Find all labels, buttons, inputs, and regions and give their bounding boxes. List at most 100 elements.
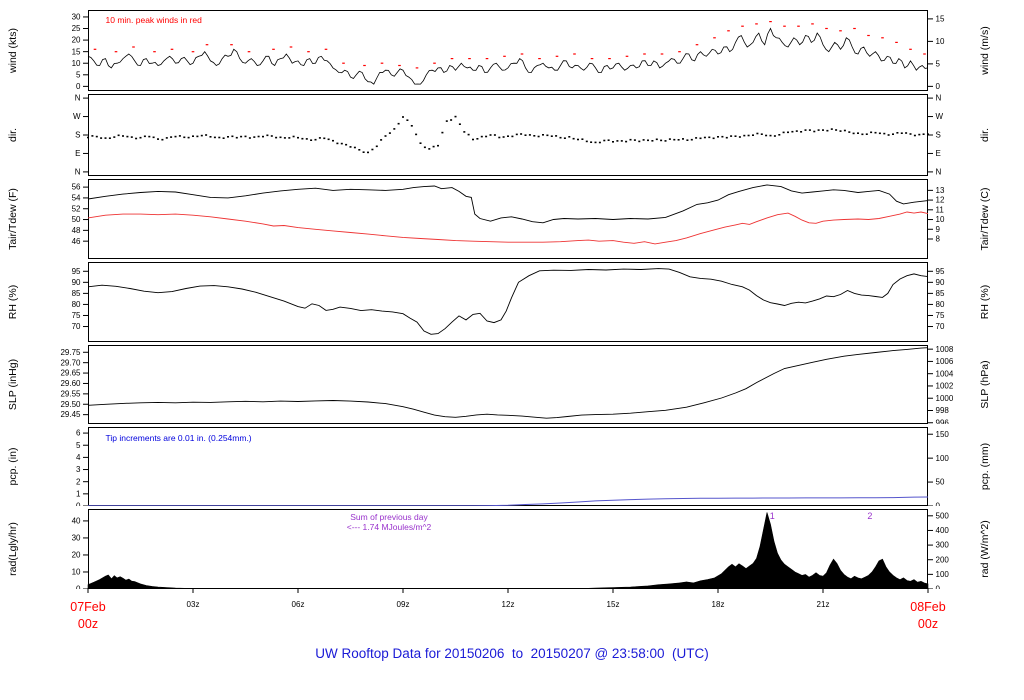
- y-tick-label-left: 48: [72, 226, 81, 235]
- y-axis-title-left: dir.: [7, 128, 19, 142]
- wind-speed-kts-line: [87, 27, 929, 85]
- y-tick-label-left: 85: [72, 289, 81, 298]
- y-axis-title-left: rad(Lgly/hr): [7, 522, 19, 576]
- rad-panel: 0102030400100200300400500rad(Lgly/hr)rad…: [7, 509, 991, 589]
- y-axis-title-right: rad (W/m^2): [979, 520, 991, 577]
- y-tick-label-left: 50: [72, 215, 81, 224]
- x-start-hour-label: 00z: [78, 617, 98, 631]
- dir-frame: [88, 94, 928, 176]
- y-tick-label-right: 100: [936, 454, 950, 463]
- y-axis-title-left: Tair/Tdew (F): [7, 188, 19, 250]
- y-axis-title-left: wind (kts): [7, 28, 19, 74]
- y-tick-label-left: 10: [72, 59, 81, 68]
- x-tick-label: 09z: [397, 600, 410, 609]
- pcp-annotation: Tip increments are 0.01 in. (0.254mm.): [106, 433, 252, 443]
- wind-annotation: 10 min. peak winds in red: [106, 15, 203, 25]
- y-tick-label-right: 95: [936, 267, 945, 276]
- y-tick-label-right: 50: [936, 478, 945, 487]
- y-axis-title-left: RH (%): [7, 285, 19, 319]
- relative-humidity-pct-line: [87, 268, 929, 335]
- y-tick-label-left: 75: [72, 311, 81, 320]
- solar-radiation-lgly-area: [87, 512, 929, 589]
- y-tick-label-left: 0: [76, 585, 81, 589]
- sea-level-pressure-inhg-line: [87, 347, 929, 419]
- y-tick-label-left: 29.65: [60, 369, 81, 378]
- y-tick-label-left: 56: [72, 183, 81, 192]
- x-tick-label: 15z: [607, 600, 620, 609]
- y-tick-label-left: 90: [72, 278, 81, 287]
- y-tick-label-right: 500: [936, 511, 950, 520]
- x-tick-label: 03z: [187, 600, 200, 609]
- y-tick-label-left: E: [75, 149, 80, 158]
- y-tick-label-right: 90: [936, 278, 945, 287]
- x-start-date-label: 07Feb: [70, 600, 105, 614]
- y-axis-title-right: RH (%): [979, 285, 991, 319]
- y-axis-title-right: pcp. (mm): [979, 443, 991, 490]
- y-tick-label-left: N: [75, 168, 81, 177]
- y-axis-title-right: wind (m/s): [979, 26, 991, 75]
- x-tick-label: 18z: [712, 600, 725, 609]
- rad-annotation: 1: [770, 511, 775, 521]
- y-tick-label-left: 2: [76, 477, 81, 486]
- y-tick-label-right: 996: [936, 418, 950, 424]
- y-tick-label-left: 20: [72, 551, 81, 560]
- tdew-f-line: [87, 211, 929, 245]
- y-tick-label-right: S: [936, 131, 941, 140]
- y-tick-label-left: 5: [76, 441, 81, 450]
- wind-panel: 0 5 10 15 20 25 30 0 5 10 15 wind (kts) wind (m/s) 10…: [7, 10, 991, 91]
- y-axis-title-right: dir.: [979, 128, 991, 142]
- y-tick-label-right: 11: [936, 205, 945, 214]
- y-tick-label-right: 13: [936, 186, 945, 195]
- slp-frame: [88, 345, 928, 424]
- rad-annotation: Sum of previous day: [350, 512, 428, 522]
- y-axis-title-left: pcp. (in): [7, 448, 19, 486]
- y-tick-label-left: 52: [72, 204, 81, 213]
- y-tick-label-right: 1002: [936, 382, 954, 391]
- y-tick-label-right: 10: [936, 37, 945, 46]
- y-tick-label-right: 300: [936, 541, 950, 550]
- y-tick-label-right: 400: [936, 526, 950, 535]
- wind-frame: [88, 10, 928, 91]
- y-tick-label-right: 0: [936, 585, 941, 589]
- y-tick-label-left: 4: [76, 453, 81, 462]
- y-axis-title-right: SLP (hPa): [979, 360, 991, 408]
- y-tick-label-right: 100: [936, 570, 950, 579]
- temp-frame: [88, 179, 928, 259]
- tair-f-line: [87, 184, 929, 224]
- y-tick-label-right: 10: [936, 215, 945, 224]
- y-tick-label-right: 70: [936, 322, 945, 331]
- y-tick-label-right: 150: [936, 430, 950, 439]
- peak-wind-kts-dots: [93, 21, 926, 69]
- y-tick-label-left: W: [73, 112, 81, 121]
- y-tick-label-right: W: [936, 112, 944, 121]
- y-tick-label-right: 200: [936, 555, 950, 564]
- y-tick-label-left: 95: [72, 267, 81, 276]
- y-axis-title-right: Tair/Tdew (C): [979, 187, 991, 250]
- y-tick-label-left: 54: [72, 194, 81, 203]
- y-tick-label-right: 1008: [936, 345, 954, 354]
- y-tick-label-right: 1000: [936, 394, 954, 403]
- y-tick-label-right: 9: [936, 225, 941, 234]
- y-tick-label-right: 0: [936, 82, 941, 91]
- x-end-hour-label: 00z: [918, 617, 938, 631]
- y-tick-label-right: 75: [936, 311, 945, 320]
- y-tick-label-right: N: [936, 168, 942, 177]
- y-tick-label-left: 29.45: [60, 410, 81, 419]
- y-tick-label-right: 998: [936, 406, 950, 415]
- precip-accum-in-line: [88, 496, 929, 506]
- x-axis: 03z 06z 09z 12z 15z 18z 21z 07Feb 00z 08Feb 00z: [70, 588, 946, 631]
- y-tick-label-left: 0: [76, 82, 81, 91]
- rad-annotation: 2: [867, 511, 872, 521]
- y-tick-label-right: 80: [936, 300, 945, 309]
- y-tick-label-right: 12: [936, 196, 945, 205]
- y-tick-label-left: 20: [72, 36, 81, 45]
- y-tick-label-right: 15: [936, 14, 945, 23]
- y-tick-label-left: 30: [72, 13, 81, 22]
- y-tick-label-left: 5: [76, 70, 81, 79]
- y-tick-label-left: 40: [72, 517, 81, 526]
- y-tick-label-left: 29.70: [60, 358, 81, 367]
- y-tick-label-right: E: [936, 149, 941, 158]
